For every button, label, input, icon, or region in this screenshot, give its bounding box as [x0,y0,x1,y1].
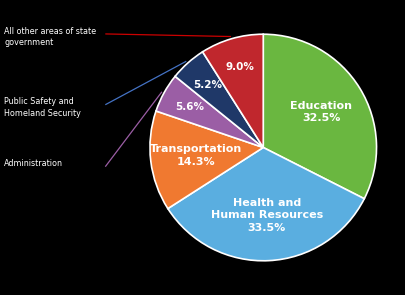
Text: Transportation
14.3%: Transportation 14.3% [150,145,242,167]
Wedge shape [175,52,263,148]
Text: Education
32.5%: Education 32.5% [290,101,352,123]
Text: All other areas of state
government: All other areas of state government [4,27,96,47]
Wedge shape [168,148,364,261]
Wedge shape [263,34,377,199]
Wedge shape [150,111,263,209]
Text: Health and
Human Resources
33.5%: Health and Human Resources 33.5% [211,198,323,233]
Text: 5.2%: 5.2% [193,80,222,90]
Text: 5.6%: 5.6% [175,102,205,112]
Wedge shape [202,34,263,148]
Text: Administration: Administration [4,159,63,168]
Wedge shape [156,76,263,148]
Text: 9.0%: 9.0% [226,62,254,72]
Text: Public Safety and
Homeland Security: Public Safety and Homeland Security [4,97,81,118]
